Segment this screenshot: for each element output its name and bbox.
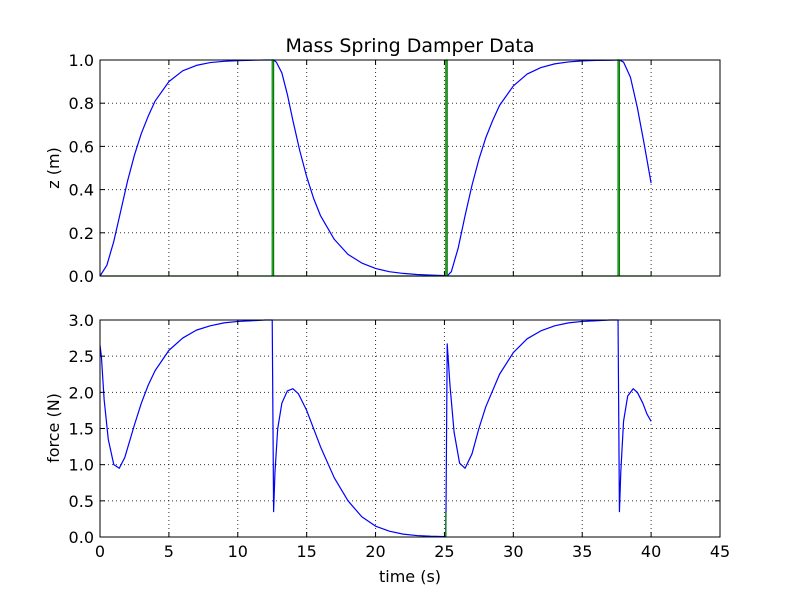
blue-series-line bbox=[99, 319, 652, 538]
x-tick-label: 35 bbox=[572, 542, 592, 561]
y-tick-label: 1.0 bbox=[69, 456, 94, 475]
bottom-plot-frame bbox=[99, 319, 721, 538]
x-tick-label: 30 bbox=[503, 542, 523, 561]
top-grid bbox=[100, 60, 720, 276]
top-y-axis-label: z (m) bbox=[44, 147, 63, 189]
y-tick-label: 2.5 bbox=[69, 347, 94, 366]
x-tick-label: 25 bbox=[434, 542, 454, 561]
blue-series-line bbox=[99, 59, 652, 277]
top-subplot: Mass Spring Damper Data z (m) 0.00.20.40… bbox=[44, 35, 721, 286]
x-tick-label: 5 bbox=[164, 542, 174, 561]
x-tick-label: 10 bbox=[228, 542, 248, 561]
bottom-series bbox=[99, 319, 652, 538]
bottom-y-axis-label: force (N) bbox=[44, 393, 63, 463]
x-tick-label: 15 bbox=[296, 542, 316, 561]
y-tick-label: 0.2 bbox=[69, 224, 94, 243]
y-tick-label: 3.0 bbox=[69, 311, 94, 330]
y-tick-label: 1.0 bbox=[69, 51, 94, 70]
x-tick-label: 40 bbox=[641, 542, 661, 561]
x-tick-label: 20 bbox=[365, 542, 385, 561]
bottom-grid bbox=[100, 320, 720, 537]
x-tick-label: 0 bbox=[95, 542, 105, 561]
y-tick-label: 0.5 bbox=[69, 492, 94, 511]
y-tick-label: 0.8 bbox=[69, 94, 94, 113]
top-ticks: 0.0 0.2 0.4 0.6 0.8 1.0 bbox=[69, 51, 721, 286]
x-tick-label: 45 bbox=[710, 542, 730, 561]
y-tick-label: 0.0 bbox=[69, 267, 94, 286]
y-tick-label: 1.5 bbox=[69, 420, 94, 439]
y-tick-label: 2.0 bbox=[69, 383, 94, 402]
y-tick-label: 0.0 bbox=[69, 528, 94, 547]
chart-title: Mass Spring Damper Data bbox=[286, 35, 535, 57]
y-tick-label: 0.4 bbox=[69, 181, 94, 200]
top-plot-frame bbox=[99, 59, 721, 277]
x-axis-label: time (s) bbox=[379, 567, 441, 586]
y-tick-label: 0.6 bbox=[69, 137, 94, 156]
bottom-ticks: 0 5 10 15 20 25 30 35 40 45 0.0 0.5 1.0 1.5 2.0 2.5 3.0 bbox=[69, 311, 731, 561]
bottom-subplot: force (N) time (s) 0 5 10 15 20 25 30 35 40 45 0.0… bbox=[44, 311, 730, 586]
